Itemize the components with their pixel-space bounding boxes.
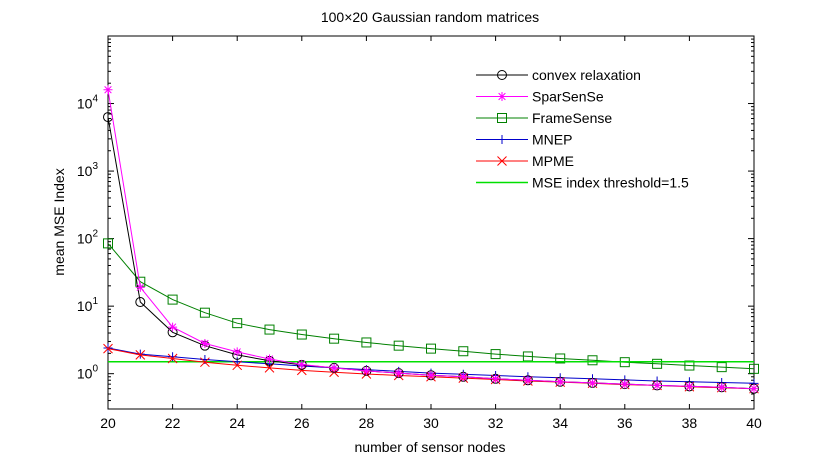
- data-point-sparsense-22: [168, 322, 178, 332]
- legend-marker-framesense: [497, 113, 507, 123]
- x-tick-label-32: 32: [488, 415, 504, 431]
- data-point-sparsense-26: [297, 359, 307, 369]
- data-point-framesense-31: [458, 346, 469, 357]
- data-point-framesense-35: [587, 355, 598, 366]
- data-point-sparsense-29: [394, 368, 404, 378]
- data-point-sparsense-21: [135, 282, 145, 292]
- data-point-sparsense-20: [103, 85, 113, 95]
- data-point-sparsense-28: [361, 366, 371, 376]
- data-point-framesense-22: [167, 294, 178, 305]
- data-point-framesense-32: [490, 349, 501, 360]
- data-point-framesense-27: [329, 333, 340, 344]
- data-point-convex-relaxation-21: [135, 297, 146, 308]
- data-point-sparsense-32: [491, 374, 501, 384]
- data-point-sparsense-39: [717, 382, 727, 392]
- legend-label-mpme: MPME: [532, 153, 574, 169]
- data-point-sparsense-38: [684, 381, 694, 391]
- data-point-sparsense-35: [588, 378, 597, 388]
- series-convex-relaxation: [103, 112, 759, 394]
- data-point-framesense-20: [103, 238, 113, 249]
- y-tick-label-10: 101: [77, 296, 99, 314]
- data-point-mpme-22: [167, 353, 178, 364]
- legend-label-mse-index-threshold-1-5: MSE index threshold=1.5: [532, 175, 689, 191]
- y-tick-label-1000: 103: [77, 161, 99, 179]
- data-point-framesense-37: [652, 358, 663, 369]
- data-point-sparsense-25: [265, 354, 274, 364]
- x-tick-label-28: 28: [359, 415, 375, 431]
- series-framesense: [103, 238, 759, 374]
- ticks-layer: 20 22 24 26 28 30 32 34 36 38 40 100 101 102 103 104: [77, 36, 762, 431]
- data-point-framesense-23: [199, 307, 210, 318]
- data-point-framesense-30: [426, 343, 436, 354]
- x-tick-label-30: 30: [423, 415, 439, 431]
- legend-label-convex-relaxation: convex relaxation: [532, 67, 641, 83]
- data-point-mpme-20: [103, 343, 113, 354]
- legend-marker-sparsense: [497, 92, 507, 101]
- data-point-framesense-34: [555, 353, 566, 364]
- data-point-framesense-29: [393, 340, 404, 351]
- series-line-framesense: [107, 243, 755, 370]
- data-point-framesense-28: [361, 337, 372, 348]
- legend-marker-convex-relaxation: [497, 70, 507, 80]
- x-tick-label-26: 26: [294, 415, 310, 431]
- y-axis-title: mean MSE Index: [51, 168, 67, 275]
- y-tick-label-1: 100: [77, 364, 99, 382]
- data-point-sparsense-24: [232, 347, 242, 357]
- data-point-mpme-23: [200, 357, 210, 368]
- data-point-sparsense-34: [555, 377, 565, 387]
- x-axis-title: number of sensor nodes: [355, 439, 506, 455]
- x-tick-label-20: 20: [100, 415, 116, 431]
- legend-marker-mpme: [497, 156, 507, 166]
- data-point-framesense-24: [232, 318, 243, 329]
- data-point-sparsense-33: [523, 375, 533, 385]
- data-point-sparsense-40: [749, 384, 759, 394]
- data-point-framesense-39: [716, 362, 727, 373]
- data-point-sparsense-30: [426, 370, 436, 380]
- x-tick-label-40: 40: [746, 415, 762, 431]
- data-point-sparsense-37: [652, 380, 662, 390]
- series-sparsense: [103, 85, 759, 394]
- data-point-mnep-22: [168, 352, 178, 362]
- series-layer: [103, 85, 759, 394]
- data-point-sparsense-27: [329, 363, 339, 373]
- legend-marker-mnep: [497, 135, 507, 144]
- legend-label-mnep: MNEP: [532, 132, 572, 148]
- chart-title: 100×20 Gaussian random matrices: [321, 9, 539, 25]
- data-point-sparsense-31: [458, 372, 468, 382]
- data-point-mpme-21: [135, 350, 146, 360]
- data-point-framesense-40: [749, 363, 759, 374]
- x-tick-label-36: 36: [617, 415, 633, 431]
- data-point-framesense-25: [264, 324, 275, 335]
- x-tick-label-22: 22: [165, 415, 181, 431]
- x-tick-label-24: 24: [229, 415, 245, 431]
- x-tick-label-38: 38: [682, 415, 698, 431]
- data-point-framesense-38: [684, 360, 695, 371]
- data-point-framesense-26: [296, 329, 307, 340]
- legend-label-framesense: FrameSense: [532, 110, 612, 126]
- y-tick-label-10000: 104: [77, 94, 99, 112]
- y-tick-label-100: 102: [77, 229, 99, 247]
- data-point-sparsense-23: [200, 338, 210, 348]
- data-point-mpme-25: [264, 363, 275, 373]
- legend-label-sparsense: SparSenSe: [532, 89, 604, 105]
- data-point-sparsense-36: [620, 379, 630, 389]
- legend: convex relaxation SparSenSe FrameSense MNEP…: [476, 67, 689, 191]
- x-tick-label-34: 34: [552, 415, 568, 431]
- data-point-mpme-24: [232, 360, 243, 371]
- data-point-framesense-33: [522, 351, 533, 362]
